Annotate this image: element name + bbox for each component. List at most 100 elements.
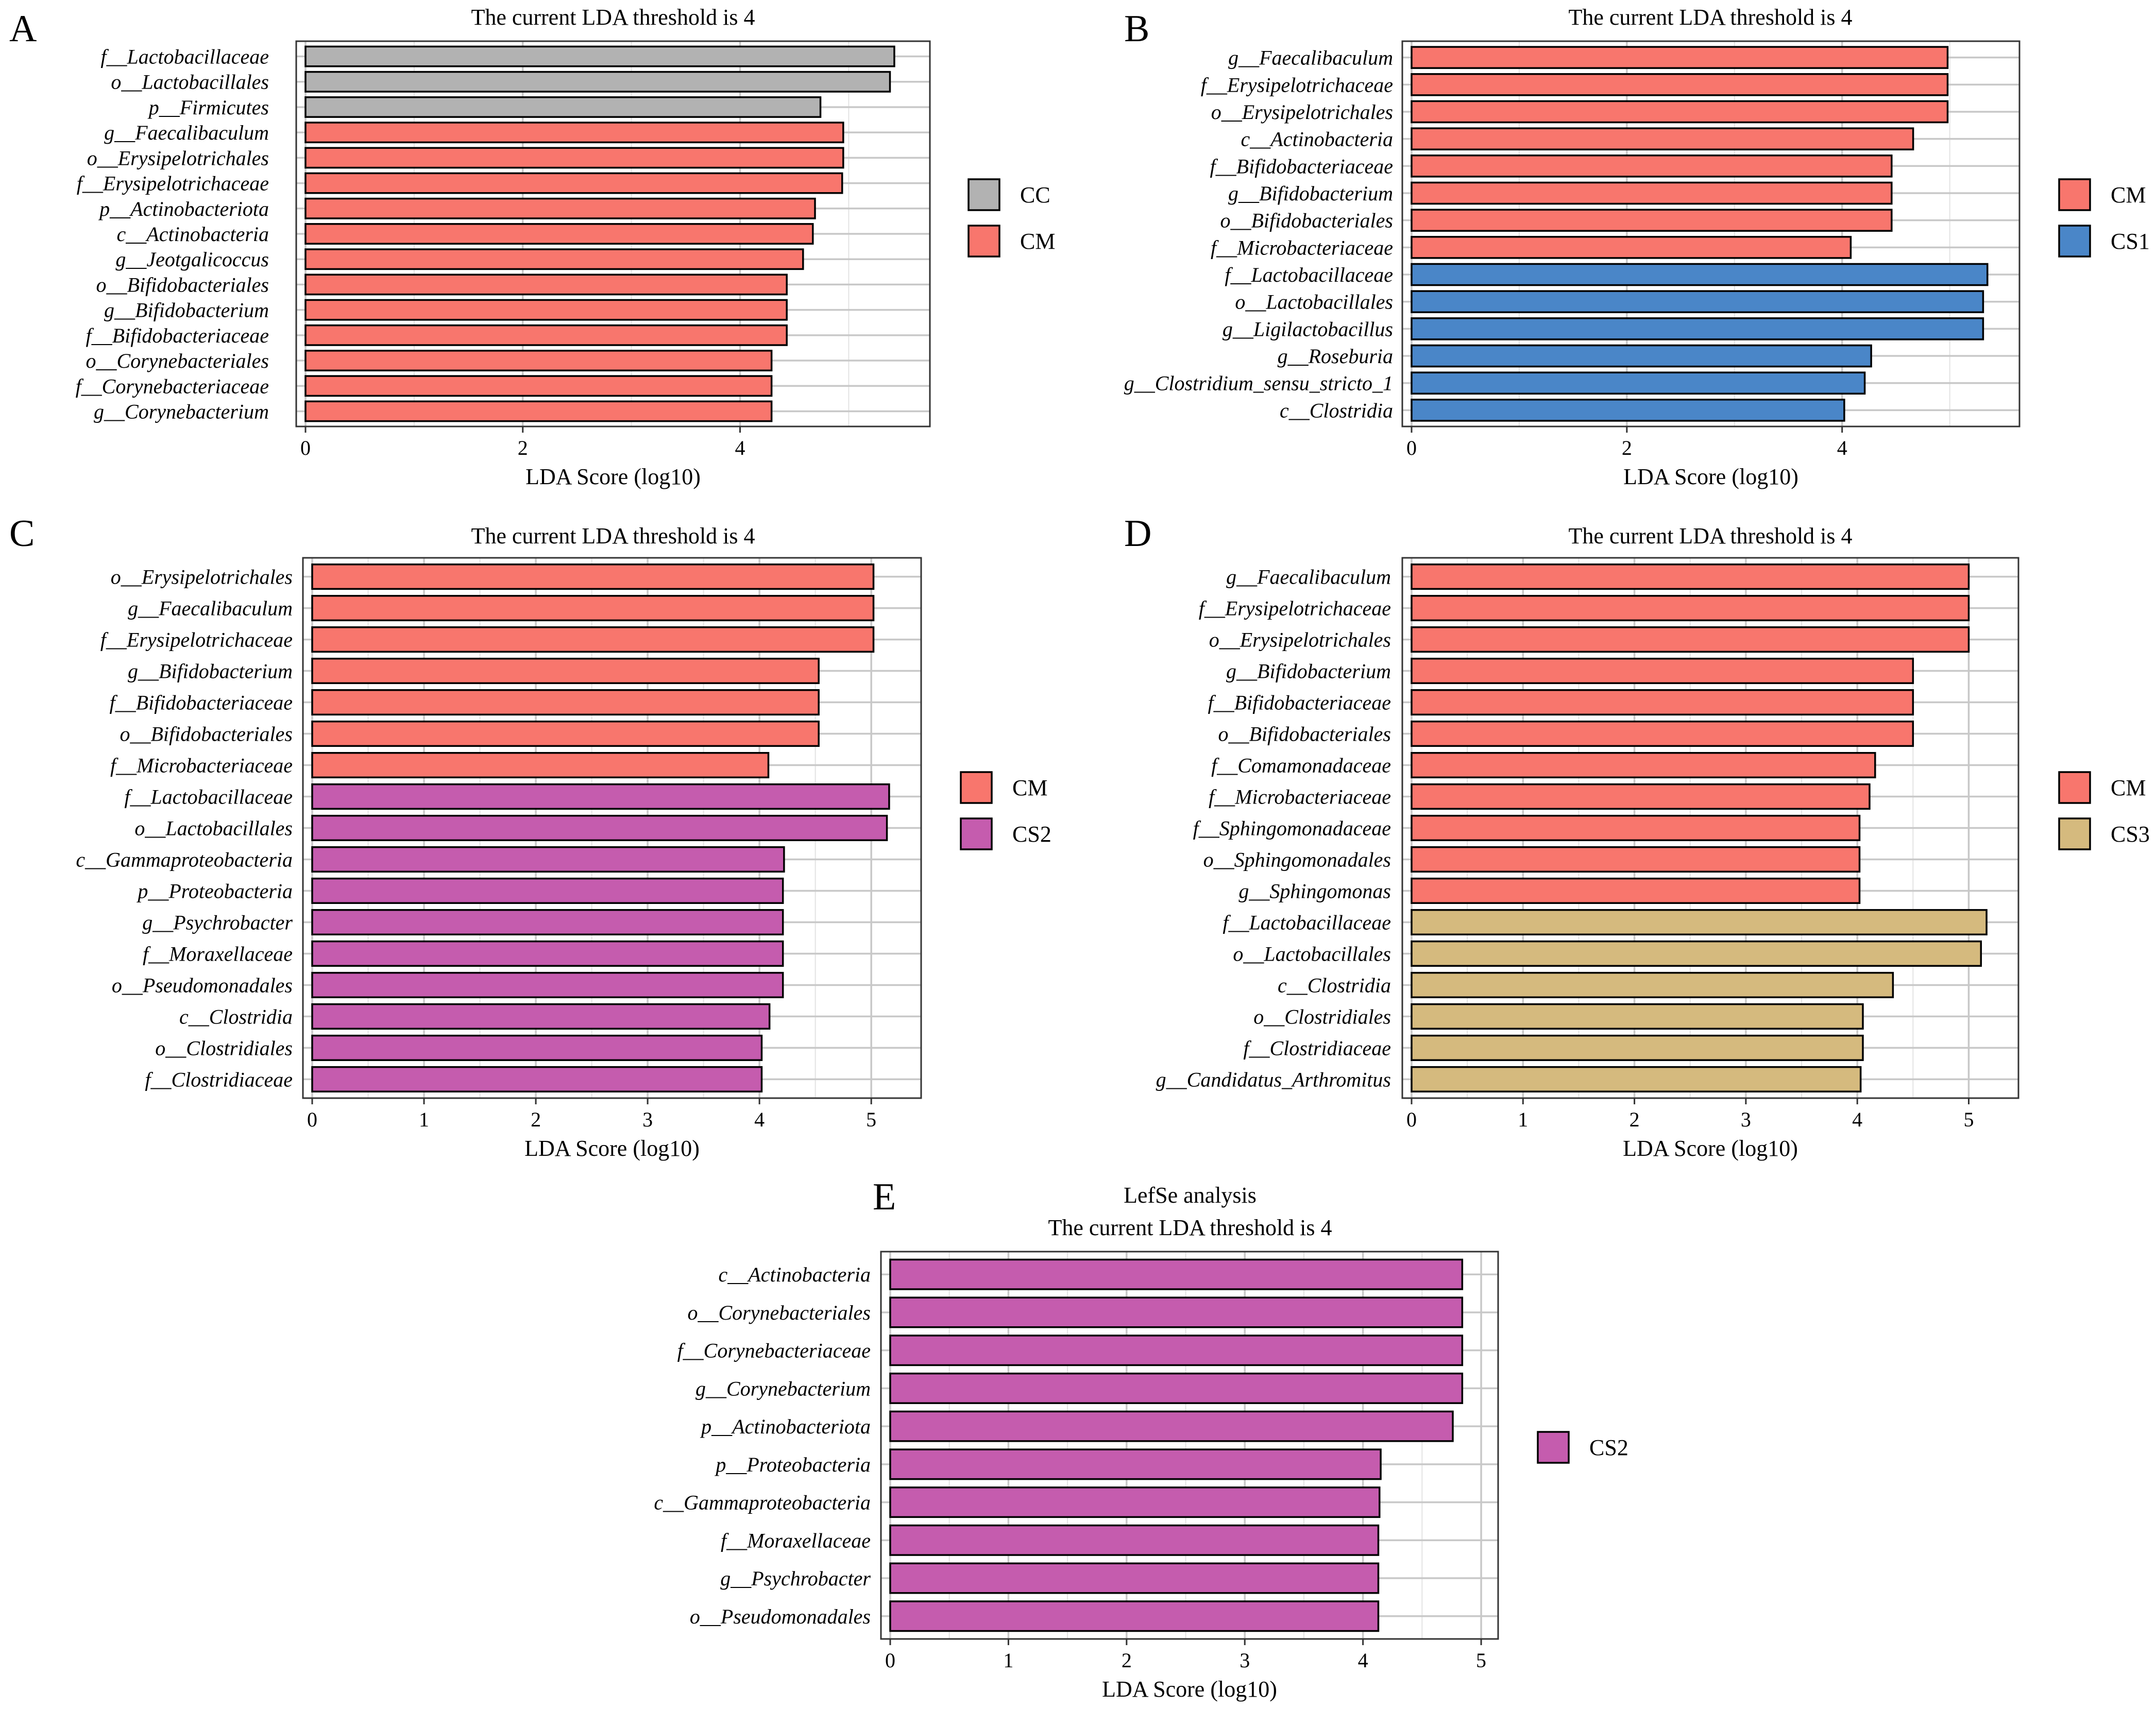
taxon-label: o__Clostridiales	[155, 1036, 293, 1059]
bar-p-actinobacteriota	[889, 1410, 1454, 1442]
x-tick-label: 4	[1837, 436, 1847, 459]
legend-key-cs2	[1537, 1431, 1570, 1464]
taxon-label: f__Moraxellaceae	[143, 942, 293, 965]
x-tick-label: 0	[1406, 1108, 1417, 1131]
taxon-label: f__Bifidobacteriaceae	[1208, 691, 1391, 714]
bar-f-corynebacteriaceae	[889, 1335, 1464, 1366]
taxon-label: c__Clostridia	[179, 1005, 293, 1028]
bar-g-bifidobacterium	[1411, 181, 1893, 205]
taxon-label: g__Psychrobacter	[142, 911, 293, 934]
bar-o-lactobacillales	[1411, 290, 1984, 313]
bar-f-lactobacillaceae	[1411, 263, 1989, 286]
bar-c-actinobacteria	[1411, 127, 1914, 150]
panel-c: C The current LDA threshold is 4 o__Erysip…	[9, 512, 1051, 1161]
taxon-label: o__Corynebacteriales	[86, 349, 269, 372]
bar-f-erysipelotrichaceae	[1411, 73, 1949, 96]
taxon-label: o__Erysipelotrichales	[111, 566, 293, 589]
taxon-label: f__Lactobacillaceae	[1225, 263, 1393, 286]
x-tick-label: 1	[419, 1108, 429, 1131]
x-tick-label: 3	[1741, 1108, 1751, 1131]
bar-f-bifidobacteriaceae	[304, 324, 788, 346]
bar-f-lactobacillaceae	[304, 45, 895, 67]
taxon-label: p__Actinobacteriota	[98, 197, 269, 220]
taxon-label: o__Sphingomonadales	[1203, 848, 1391, 871]
taxon-label: g__Sphingomonas	[1238, 879, 1391, 902]
bar-c-clostridia	[1411, 399, 1845, 422]
x-tick-label: 5	[1476, 1649, 1486, 1672]
taxon-label: c__Gammaproteobacteria	[76, 848, 293, 871]
taxon-label: f__Erysipelotrichaceae	[100, 628, 293, 652]
bar-o-erysipelotrichales	[311, 563, 875, 590]
bar-g-jeotgalicoccus	[304, 248, 804, 270]
bar-g-bifidobacterium	[304, 299, 788, 321]
taxon-label: o__Bifidobacteriales	[96, 273, 269, 296]
bar-o-erysipelotrichales	[1411, 626, 1970, 653]
x-tick-label: 4	[735, 436, 745, 459]
x-tick-label: 2	[1629, 1108, 1640, 1131]
taxon-label: o__Lactobacillales	[111, 71, 269, 94]
bar-o-bifidobacteriales	[1411, 209, 1893, 232]
bar-o-lactobacillales	[304, 71, 891, 93]
bar-c-clostridia	[1411, 971, 1894, 998]
legend-label-cm: CM	[2111, 775, 2146, 800]
taxon-label: o__Bifidobacteriales	[1220, 209, 1393, 232]
taxon-label: f__Bifidobacteriaceae	[1210, 155, 1393, 178]
chart-title: The current LDA threshold is 4	[1568, 523, 1852, 549]
taxon-label: f__Lactobacillaceae	[1223, 911, 1391, 934]
bar-g-psychrobacter	[311, 909, 784, 936]
chart-supertitle: LefSe analysis	[1124, 1183, 1257, 1208]
bar-g-candidatus-arthromitus	[1411, 1066, 1862, 1092]
taxon-label: f__Erysipelotrichaceae	[1201, 73, 1393, 96]
taxon-label: p__Firmicutes	[147, 96, 269, 119]
plot-frame	[302, 557, 922, 1099]
legend-key-cs1	[2058, 225, 2091, 258]
bar-g-corynebacterium	[889, 1372, 1464, 1404]
legend-label-cm: CM	[2111, 182, 2146, 208]
bar-o-erysipelotrichales	[1411, 100, 1949, 124]
taxon-label: f__Comamonadaceae	[1211, 754, 1391, 777]
plot-frame	[295, 40, 931, 428]
taxon-label: o__Pseudomonadales	[112, 973, 293, 997]
x-tick-label: 3	[642, 1108, 653, 1131]
taxon-label: f__Sphingomonadaceae	[1193, 817, 1391, 840]
x-tick-label: 4	[1852, 1108, 1862, 1131]
chart-title: The current LDA threshold is 4	[1568, 5, 1852, 30]
taxon-label: o__Erysipelotrichales	[1211, 100, 1393, 124]
x-tick-label: 0	[885, 1649, 895, 1672]
taxon-label: o__Bifidobacteriales	[1218, 723, 1391, 746]
x-tick-label: 1	[1518, 1108, 1528, 1131]
legend-label-cm: CM	[1012, 775, 1047, 800]
bar-f-lactobacillaceae	[1411, 909, 1988, 936]
x-tick-label: 0	[1406, 436, 1417, 459]
taxon-label: p__Actinobacteriota	[700, 1415, 871, 1438]
chart-title: The current LDA threshold is 4	[471, 5, 755, 30]
bar-f-moraxellaceae	[311, 940, 784, 967]
x-tick-label: 4	[1358, 1649, 1368, 1672]
bar-o-lactobacillales	[311, 814, 888, 842]
bar-o-bifidobacteriales	[311, 720, 820, 747]
bar-o-pseudomonadales	[311, 971, 784, 998]
chart-title: The current LDA threshold is 4	[1048, 1215, 1332, 1240]
bar-o-bifidobacteriales	[1411, 720, 1914, 747]
x-tick-label: 2	[518, 436, 528, 459]
legend-label-cm: CM	[1020, 229, 1055, 254]
legend-label-cs2: CS2	[1012, 822, 1051, 847]
taxon-label: g__Ligilactobacillus	[1223, 317, 1393, 340]
taxon-label: g__Clostridium_sensu_stricto_1	[1124, 372, 1393, 395]
bar-f-microbacteriaceae	[1411, 236, 1852, 259]
x-tick-label: 3	[1240, 1649, 1250, 1672]
taxon-label: f__Clostridiaceae	[145, 1068, 293, 1091]
x-tick-label: 4	[754, 1108, 765, 1131]
legend-key-cm	[960, 771, 993, 804]
bar-f-moraxellaceae	[889, 1524, 1380, 1556]
bar-g-faecalibaculum	[1411, 563, 1970, 590]
x-axis-title: LDA Score (log10)	[524, 1136, 700, 1161]
bar-f-comamonadaceae	[1411, 751, 1876, 779]
taxon-label: f__Microbacteriaceae	[1211, 236, 1393, 259]
legend-key-cs3	[2058, 817, 2091, 850]
bar-p-proteobacteria	[311, 877, 784, 904]
taxon-label: o__Lactobacillales	[1235, 290, 1393, 314]
legend-label-cs1: CS1	[2111, 229, 2150, 254]
taxon-label: p__Proteobacteria	[136, 879, 293, 902]
